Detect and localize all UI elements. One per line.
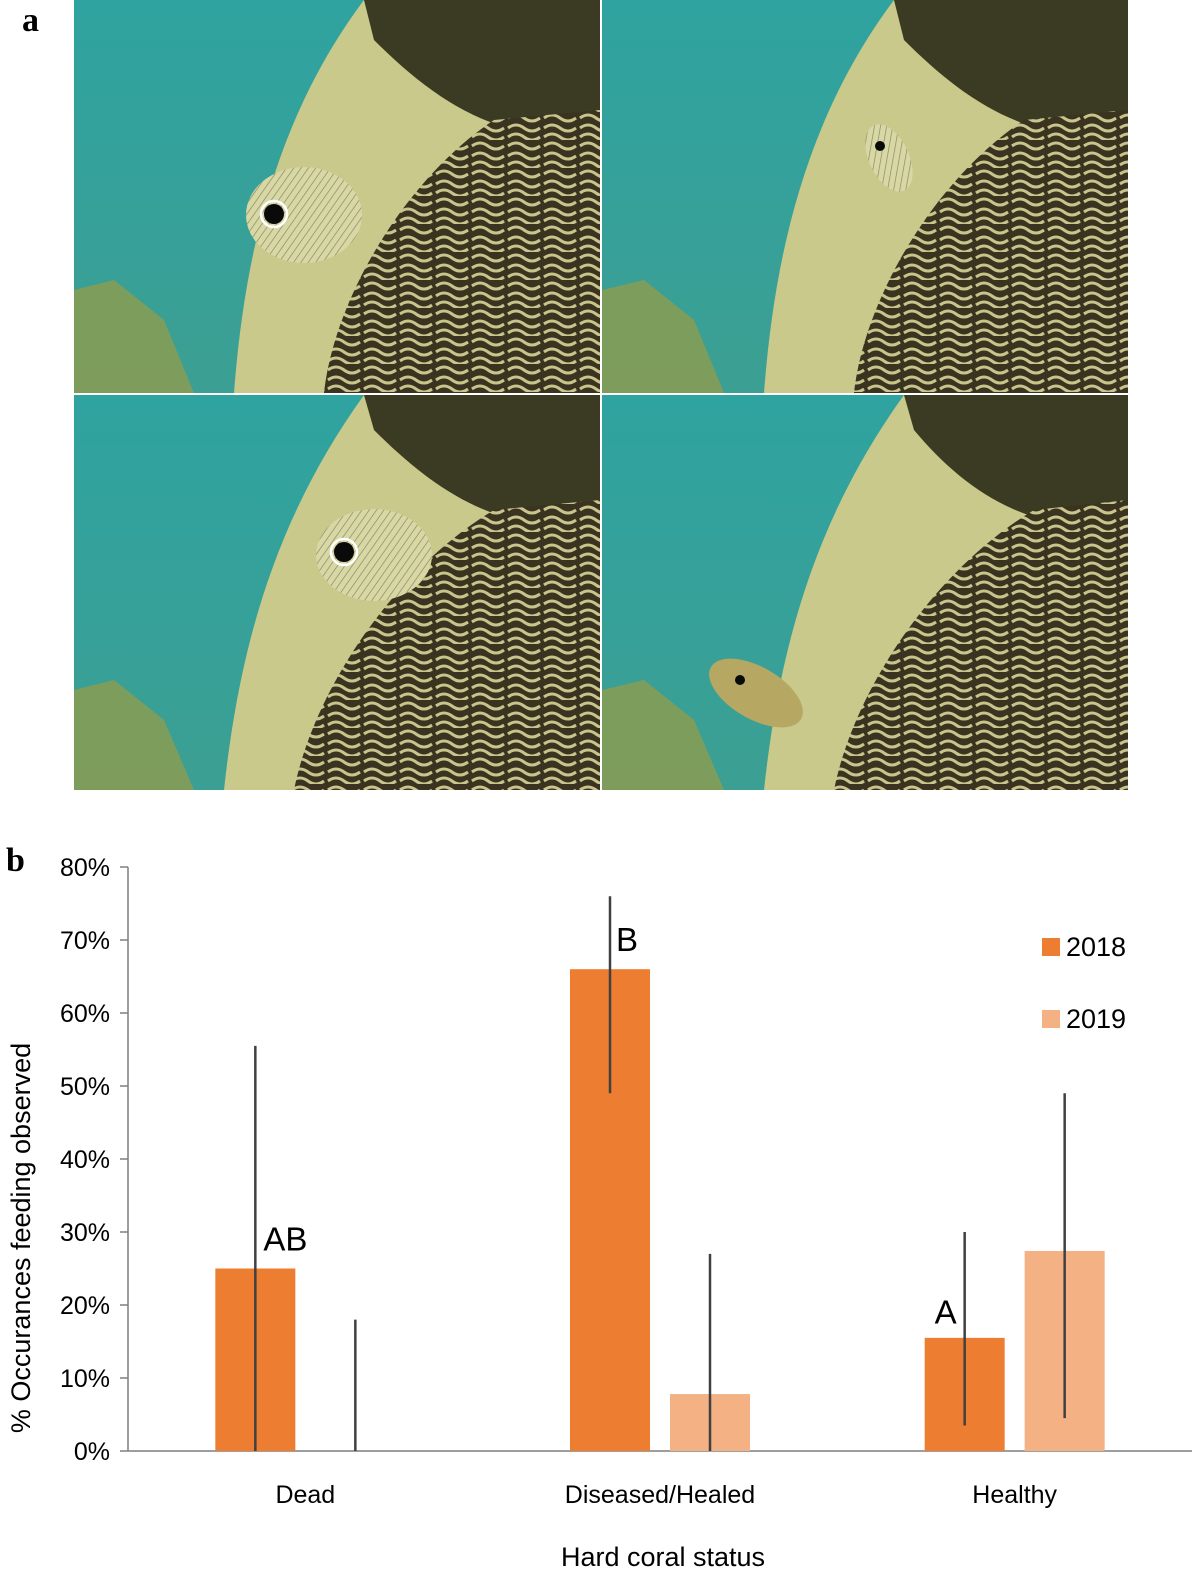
annotation-label: AB [263,1220,307,1257]
y-tick-label: 20% [60,1292,110,1320]
x-tick-label: Diseased/Healed [565,1481,755,1509]
photo-bottom-right [602,395,1128,790]
y-axis: 0% 10% 20% 30% 40% 50% 60% 70% 80% [60,854,129,1466]
bars [215,969,1105,1451]
significance-annotations: AB B A [263,921,956,1330]
panel-a-label: a [22,2,39,39]
y-tick-label: 10% [60,1365,110,1393]
legend-label: 2019 [1066,1004,1126,1034]
photo-grid [74,0,1128,790]
x-axis: Dead Diseased/Healed Healthy [128,1450,1192,1509]
annotation-label: B [616,921,638,958]
legend-swatch-2019 [1042,1010,1060,1028]
photo-top-right [602,0,1128,393]
photo-bottom-left [74,395,600,790]
photo-top-left [74,0,600,393]
legend-label: 2018 [1066,932,1126,962]
bar-chart: 0% 10% 20% 30% 40% 50% 60% 70% 80% Dead Diseased/… [6,854,1192,1572]
x-axis-title: Hard coral status [561,1542,765,1572]
y-tick-label: 0% [74,1438,110,1466]
panel-b-label: b [6,842,25,879]
y-tick-label: 80% [60,854,110,882]
legend: 2018 2019 [1042,932,1126,1034]
legend-swatch-2018 [1042,938,1060,956]
y-axis-title: % Occurances feeding observed [6,1043,36,1433]
y-tick-label: 50% [60,1073,110,1101]
x-tick-label: Healthy [972,1481,1057,1509]
y-tick-label: 60% [60,1000,110,1028]
error-bars [254,896,1066,1451]
annotation-label: A [935,1293,957,1330]
y-tick-label: 40% [60,1146,110,1174]
y-tick-label: 70% [60,927,110,955]
y-tick-label: 30% [60,1219,110,1247]
x-tick-label: Dead [275,1481,335,1509]
